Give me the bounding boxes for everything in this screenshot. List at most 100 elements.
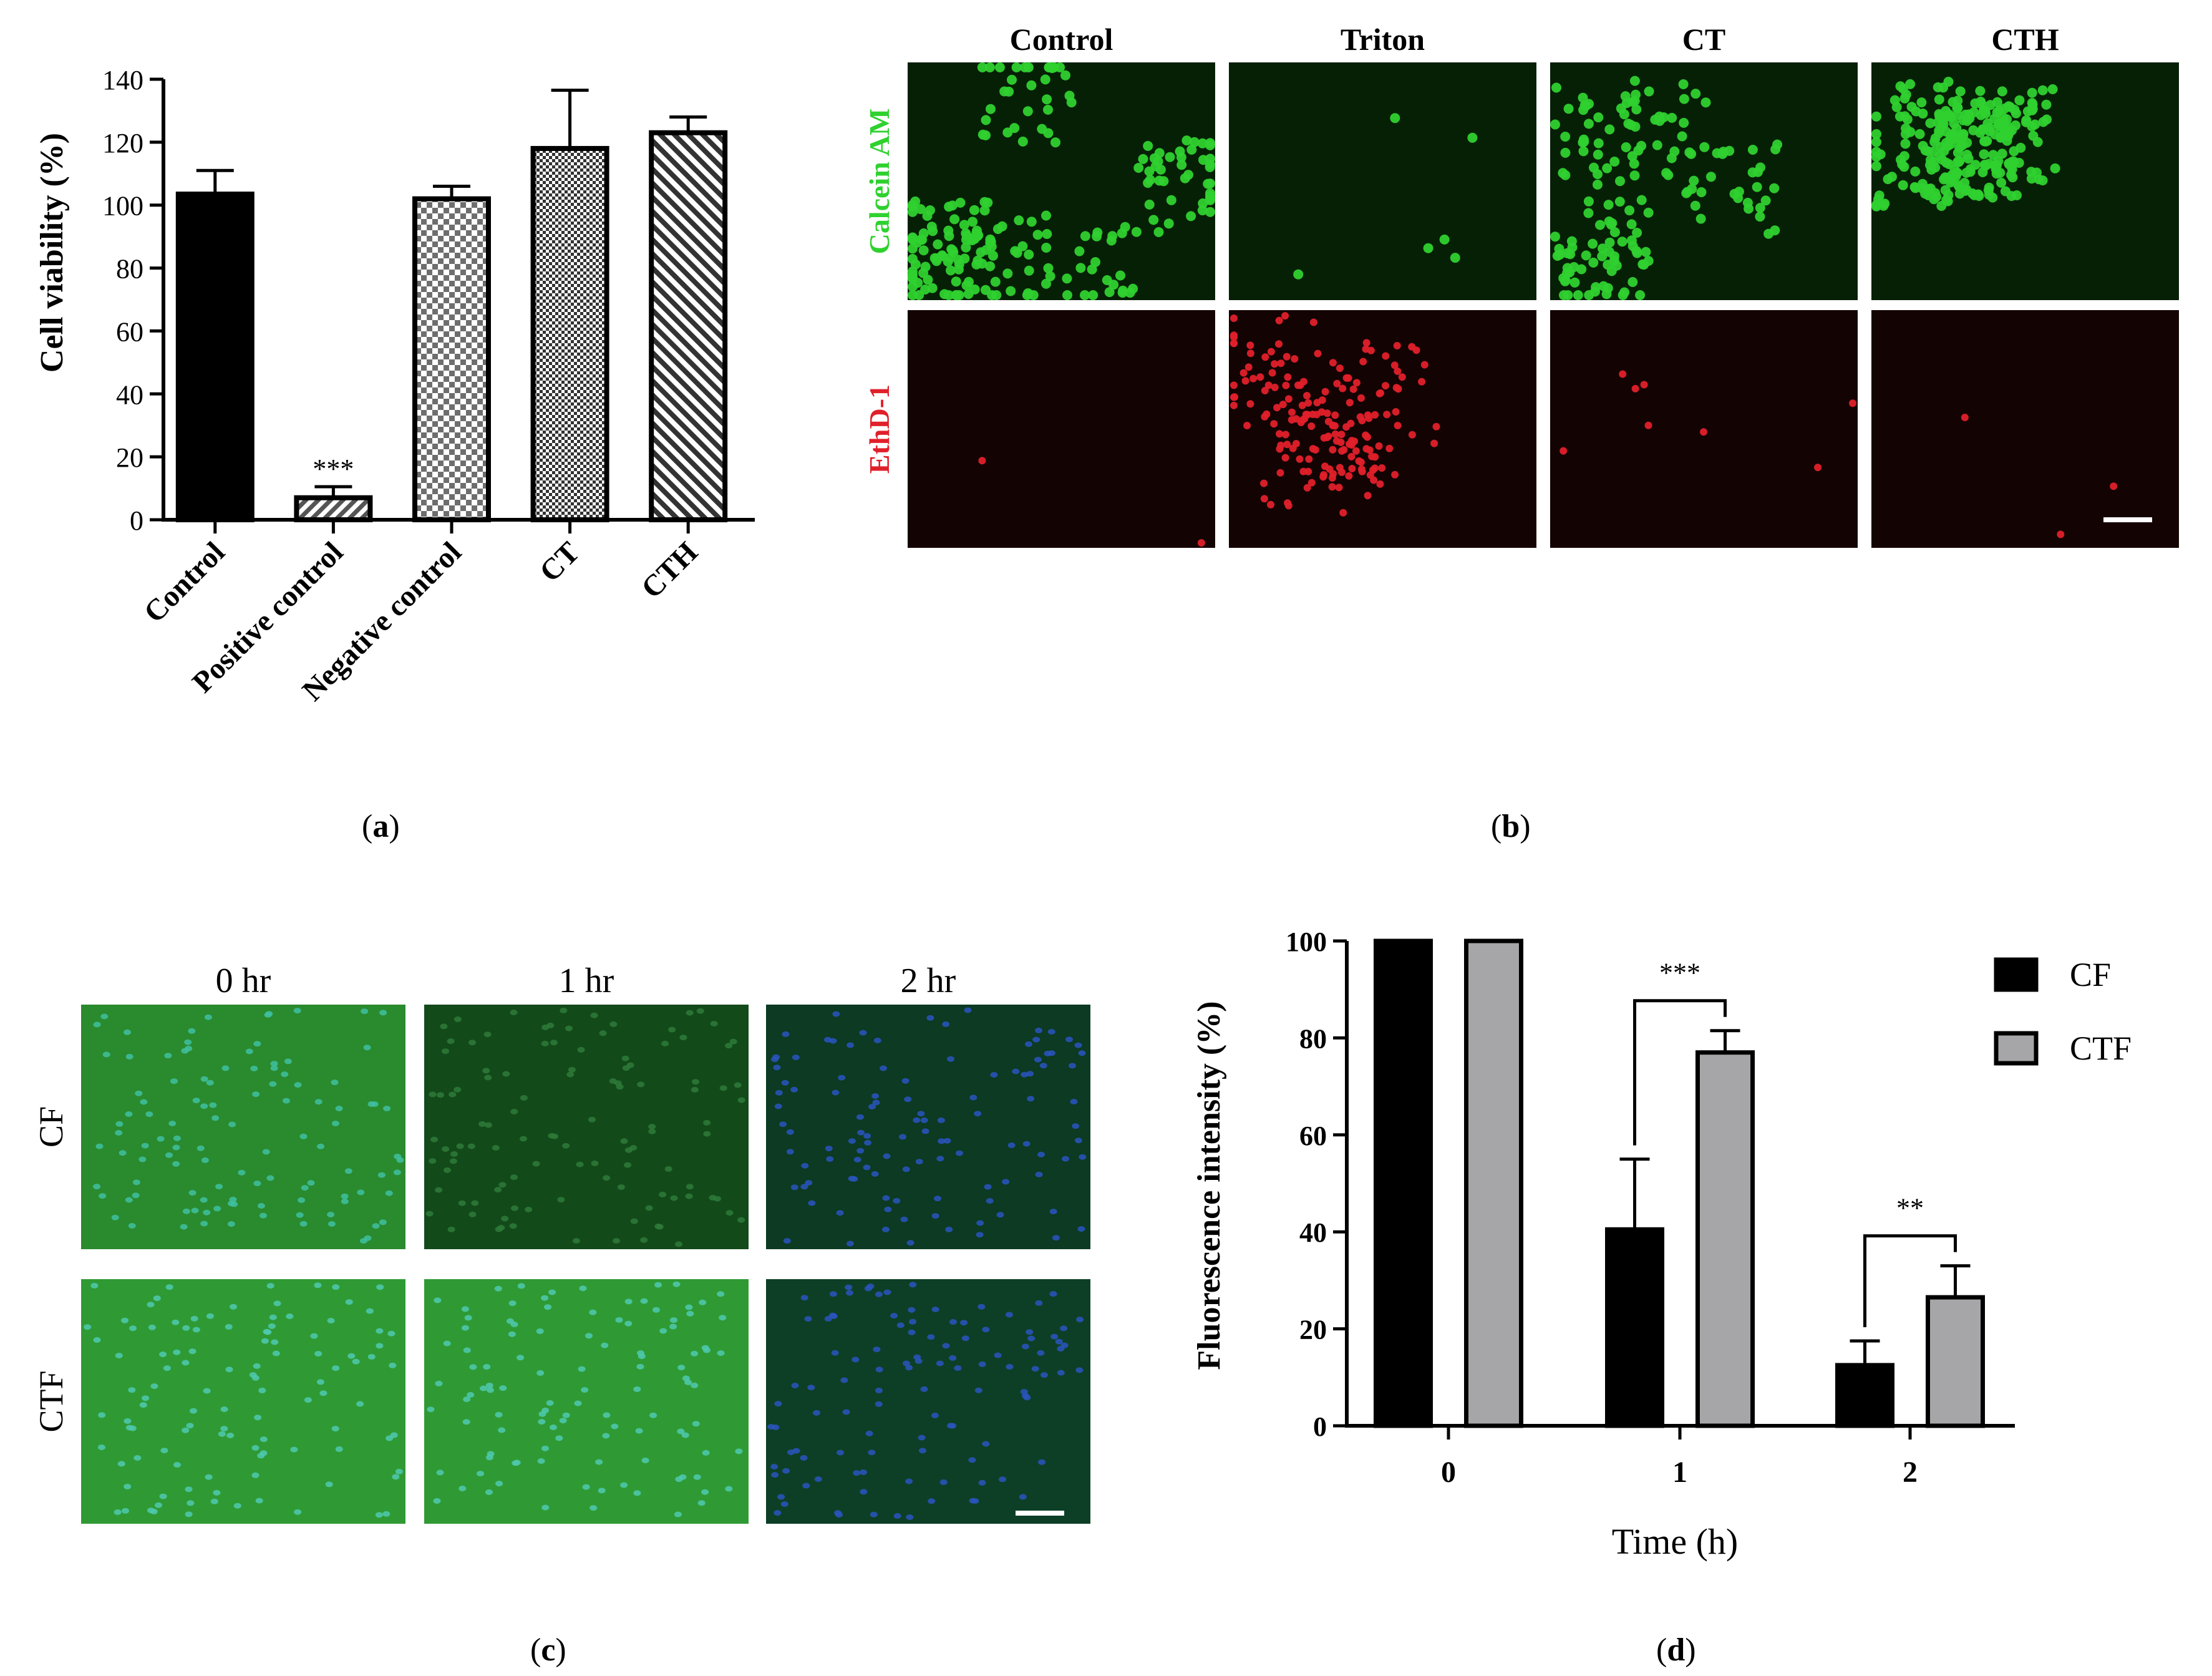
- panel-b-live-cell: [1043, 104, 1053, 115]
- panel-c-nucleus: [261, 1338, 269, 1344]
- panel-c-nucleus: [1049, 1291, 1057, 1297]
- panel-c-nucleus: [883, 1289, 891, 1295]
- panel-c-nucleus: [637, 1081, 645, 1088]
- panel-b-dead-cell: [1230, 331, 1238, 339]
- panel-b-image-background: [1229, 310, 1536, 548]
- panel-c-nucleus: [90, 1282, 99, 1289]
- panel-b-live-cell: [1131, 227, 1142, 237]
- panel-c-nucleus: [1007, 1142, 1016, 1148]
- panel-c-nucleus: [253, 1363, 261, 1369]
- panel-c-nucleus: [139, 1402, 147, 1408]
- panel-b-live-cell: [1598, 281, 1609, 291]
- panel-c-nucleus: [260, 1212, 267, 1219]
- panel-b-live-cell: [1724, 145, 1735, 156]
- panel-c-nucleus: [961, 1335, 969, 1342]
- panel-c-nucleus: [265, 1011, 273, 1017]
- panel-c-nucleus: [546, 1400, 554, 1406]
- panel-b-live-cell: [1654, 115, 1665, 126]
- panel-c-nucleus: [960, 1320, 968, 1326]
- panel-b-live-cell: [1550, 231, 1560, 242]
- panel-b-live-cell: [1980, 105, 1991, 116]
- panel-b-live-cell: [961, 280, 972, 291]
- panel-b-live-cell: [987, 290, 997, 300]
- panel-c-nucleus: [856, 1114, 864, 1120]
- panel-b-live-cell: [1062, 273, 1072, 284]
- panel-c-nucleus: [172, 1319, 180, 1325]
- panel-c-nucleus: [205, 1474, 213, 1480]
- panel-c-nucleus: [498, 1427, 506, 1433]
- panel-c-nucleus: [551, 1133, 559, 1139]
- panel-c-nucleus: [317, 1143, 325, 1149]
- panel-b-live-cell: [933, 239, 943, 250]
- panel-c-nucleus: [270, 1061, 278, 1067]
- panel-c-nucleus: [379, 1010, 387, 1016]
- panel-b-live-cell: [1611, 260, 1622, 271]
- panel-c-nucleus: [576, 1161, 584, 1167]
- panel-b-live-cell: [1176, 152, 1186, 163]
- panel-d-axes: 0 20 40 60 80 100 0 1 2: [1286, 927, 2015, 1489]
- panel-c-nucleus: [701, 1489, 709, 1495]
- panel-c-nucleus: [1049, 1209, 1057, 1215]
- panel-c-nucleus: [257, 1203, 265, 1209]
- panel-c-nucleus: [767, 1424, 775, 1430]
- panel-b-dead-cell: [1267, 348, 1275, 356]
- panel-b-live-cell: [1087, 264, 1097, 275]
- panel-b-live-cell: [1690, 200, 1700, 211]
- panel-b-live-cell: [1569, 262, 1579, 272]
- panel-c-nucleus: [185, 1511, 193, 1518]
- panel-c-nucleus: [226, 1433, 235, 1438]
- panel-c-nucleus: [487, 1451, 495, 1457]
- panel-b-live-cell: [969, 205, 979, 215]
- panel-c-nucleus: [675, 1241, 682, 1247]
- panel-c-nucleus: [873, 1038, 881, 1043]
- panel-c-nucleus: [790, 1184, 798, 1191]
- panel-c-nucleus: [934, 1196, 941, 1202]
- panel-c-nucleus: [686, 1184, 694, 1190]
- panel-b-dead-cell: [1352, 379, 1361, 387]
- panel-c-nucleus: [837, 1449, 844, 1456]
- panel-b-live-cell: [1663, 170, 1674, 180]
- panel-c-nucleus: [832, 1089, 840, 1096]
- panel-b-dead-cell: [1283, 353, 1291, 361]
- panel-a-y-tick-label: 100: [102, 191, 143, 222]
- panel-c-nucleus: [830, 1313, 838, 1319]
- panel-b-live-cell: [1155, 164, 1166, 175]
- panel-b-dead-cell: [1281, 312, 1289, 320]
- panel-c-nucleus: [902, 1166, 910, 1172]
- panel-c-nucleus: [97, 1445, 105, 1450]
- panel-b-live-cell: [1916, 97, 1927, 108]
- panel-c-nucleus: [260, 1436, 268, 1443]
- panel-c-nucleus: [697, 1500, 706, 1506]
- panel-b-live-cell: [943, 290, 954, 300]
- panel-b-dead-cell: [1357, 465, 1366, 473]
- panel-c-nucleus: [679, 1474, 687, 1480]
- panel-b-scale-bar: [2103, 517, 2152, 522]
- panel-b-live-cell: [1977, 124, 1988, 135]
- panel-b-live-cell: [2050, 163, 2060, 173]
- panel-b-live-cell: [1891, 102, 1902, 112]
- panel-b-dead-cell: [1299, 467, 1307, 475]
- panel-c-nucleus: [1057, 1370, 1065, 1376]
- panel-a-y-tick-label: 60: [116, 316, 143, 347]
- panel-b-live-cell: [1128, 283, 1138, 294]
- panel-b-dead-cell: [1371, 411, 1379, 419]
- panel-b-live-cell: [1923, 146, 1933, 157]
- panel-c-nucleus: [188, 1028, 196, 1034]
- panel-b-live-cell: [1062, 290, 1072, 300]
- panel-c-label: (c): [530, 1632, 566, 1668]
- panel-b-live-cell: [2011, 108, 2021, 119]
- panel-c-nucleus: [664, 1166, 672, 1172]
- panel-b-live-cell: [1630, 122, 1641, 132]
- panel-b-live-cell: [1997, 149, 2007, 159]
- panel-b-live-cell: [1165, 152, 1175, 162]
- panel-b-dead-cell: [1267, 500, 1274, 509]
- panel-c-nucleus: [517, 1283, 525, 1289]
- panel-c-nucleus: [172, 1161, 180, 1167]
- panel-a-y-tick-label: 140: [102, 65, 143, 95]
- panel-c-nucleus: [986, 1198, 994, 1204]
- panel-b-live-cell: [1631, 104, 1642, 115]
- panel-c-nucleus: [893, 1197, 901, 1204]
- panel-b-live-cell: [1894, 111, 1905, 122]
- panel-b-live-cell: [1952, 157, 1963, 167]
- panel-c-nucleus: [1062, 1156, 1069, 1162]
